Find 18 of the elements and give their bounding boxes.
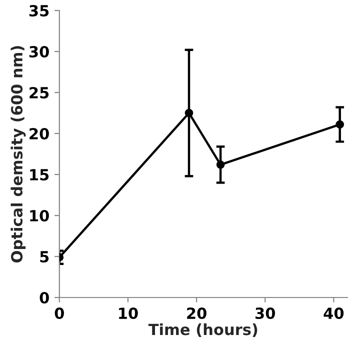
x-tick-label: 0 (54, 307, 64, 320)
point (336, 120, 344, 129)
x-tick-label: 20 (187, 307, 206, 320)
x-tick-label: 30 (256, 307, 276, 320)
y-tick-label: 35 (29, 4, 49, 17)
x-tick-label: 40 (324, 307, 344, 320)
y-tick-label: 10 (30, 210, 49, 222)
y-tick-label: 20 (30, 128, 49, 140)
y-tick-label: 5 (40, 251, 49, 263)
x-tick-label: 10 (119, 307, 138, 320)
x-axis-title: Time (hours) (148, 323, 258, 338)
y-tick-label: 25 (30, 86, 49, 99)
y-tick-label: 15 (30, 169, 49, 181)
point (216, 160, 225, 169)
y-tick-label: 0 (40, 292, 49, 304)
y-axis-title: Optical demsity (600 nm) (10, 46, 26, 262)
y-tick-label: 30 (29, 46, 49, 58)
point (184, 108, 194, 118)
